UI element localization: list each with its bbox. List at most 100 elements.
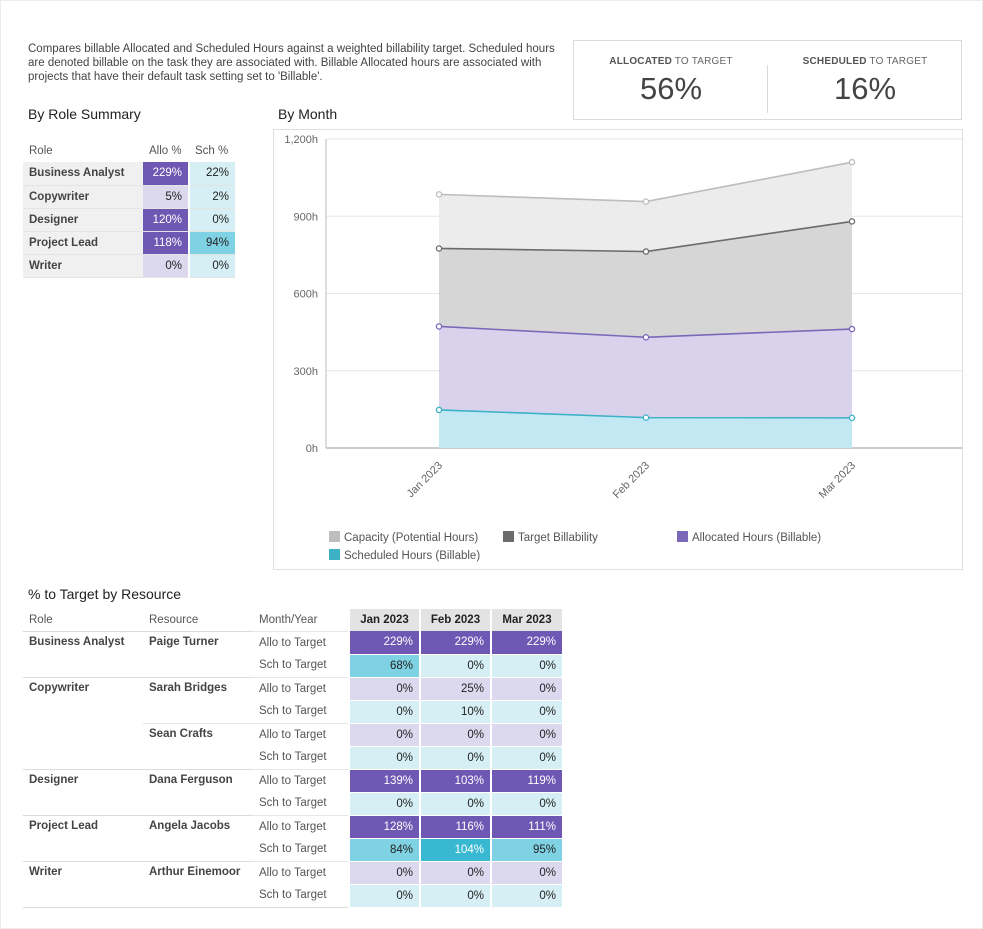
resource-header-role: Role [29, 613, 53, 626]
resource-value-cell: 0% [419, 654, 491, 678]
resource-name [143, 884, 253, 908]
data-point [642, 198, 650, 205]
resource-row: Sch to Target 0% 0% 0% [23, 746, 562, 770]
resource-metric: Sch to Target [259, 797, 327, 810]
resource-name [143, 792, 253, 815]
resource-header-month-year: Month/Year [259, 613, 318, 626]
role-summary-row: Designer 120% 0% [23, 208, 235, 232]
y-tick-label: 300h [294, 366, 318, 378]
resource-row: Copywriter Sarah Bridges Allo to Target 0% 2… [23, 676, 562, 701]
resource-row: Sch to Target 68% 0% 0% [23, 654, 562, 678]
resource-value-cell: 0% [490, 884, 562, 908]
resource-value-cell: 10% [419, 700, 491, 724]
resource-role [23, 746, 143, 769]
resource-value-cell: 0% [348, 700, 420, 724]
role-summary-row: Business Analyst 229% 22% [23, 162, 235, 186]
resource-value-cell: 229% [419, 631, 491, 655]
resource-role [23, 654, 143, 677]
role-summary-role: Copywriter [23, 185, 143, 209]
resource-name [143, 838, 253, 861]
resource-name: Paige Turner [143, 630, 253, 654]
resource-role: Business Analyst [23, 630, 143, 654]
resource-row: Business Analyst Paige Turner Allo to Targ… [23, 630, 562, 655]
resource-role [23, 884, 143, 908]
by-month-chart: 0h 300h 600h 900h 1,200h Jan 2023 Feb 2023 Mar … [273, 129, 963, 570]
resource-value-cell: 84% [348, 838, 420, 862]
resource-value-cell: 0% [419, 861, 491, 885]
data-point [435, 191, 443, 198]
resource-metric: Sch to Target [259, 843, 327, 856]
data-point [435, 406, 443, 414]
role-summary-allo-cell: 118% [143, 231, 189, 255]
role-summary-role: Project Lead [23, 231, 143, 255]
legend-label: Scheduled Hours (Billable) [344, 550, 480, 562]
resource-row: Sch to Target 84% 104% 95% [23, 838, 562, 862]
resource-header-month: Mar 2023 [490, 609, 562, 631]
resource-row: Sch to Target 0% 0% 0% [23, 884, 562, 908]
resource-value-cell: 0% [490, 654, 562, 678]
data-point [848, 218, 856, 225]
y-tick-label: 0h [306, 443, 318, 455]
kpi-scheduled: SCHEDULED TO TARGET 16% [768, 41, 962, 119]
resource-metric: Allo to Target [253, 814, 349, 838]
resource-role [23, 792, 143, 815]
resource-value-cell: 0% [348, 792, 420, 816]
y-tick-label: 1,200h [284, 134, 318, 146]
resource-name: Dana Ferguson [143, 768, 253, 792]
role-summary-sch-cell: 0% [188, 208, 235, 232]
resource-value-cell: 0% [419, 723, 491, 747]
resource-value-cell: 0% [490, 861, 562, 885]
resource-value-cell: 25% [419, 677, 491, 701]
role-summary-allo-cell: 0% [143, 254, 189, 278]
data-point [642, 414, 650, 421]
data-point [435, 323, 443, 330]
role-summary-role: Designer [23, 208, 143, 232]
resource-value-cell: 0% [490, 746, 562, 770]
resource-value-cell: 0% [490, 677, 562, 701]
resource-name: Sean Crafts [143, 722, 253, 746]
resource-value-cell: 0% [348, 884, 420, 908]
x-tick-label: Feb 2023 [611, 460, 652, 501]
role-summary-row: Project Lead 118% 94% [23, 231, 235, 255]
resource-row: Sch to Target 0% 0% 0% [23, 792, 562, 816]
resource-table: Role Resource Month/Year Jan 2023 Feb 20… [23, 609, 562, 908]
resource-value-cell: 229% [348, 631, 420, 655]
resource-value-cell: 119% [490, 769, 562, 793]
resource-row: Sch to Target 0% 10% 0% [23, 700, 562, 724]
report-description: Compares billable Allocated and Schedule… [28, 43, 555, 83]
resource-role [23, 723, 143, 746]
resource-metric: Allo to Target [253, 768, 349, 792]
resource-row: Sean Crafts Allo to Target 0% 0% 0% [23, 722, 562, 747]
resource-header-month: Feb 2023 [419, 609, 491, 631]
resource-name: Angela Jacobs [143, 814, 253, 838]
kpi-scheduled-label-bold: SCHEDULED [802, 56, 867, 67]
resource-name [143, 746, 253, 769]
role-summary-header-sch: Sch % [195, 145, 229, 157]
resource-value-cell: 0% [348, 861, 420, 885]
role-summary-header-role: Role [29, 145, 53, 157]
resource-name: Sarah Bridges [143, 676, 253, 700]
resource-header-month: Jan 2023 [348, 609, 420, 631]
data-point [642, 248, 650, 255]
resource-name: Arthur Einemoor [143, 860, 253, 884]
data-point [848, 325, 856, 333]
kpi-allocated-label-rest: TO TARGET [672, 56, 733, 67]
resource-metric: Allo to Target [253, 860, 349, 884]
data-point [848, 158, 856, 166]
resource-metric: Sch to Target [259, 659, 327, 672]
resource-value-cell: 0% [490, 792, 562, 816]
role-summary-row: Copywriter 5% 2% [23, 185, 235, 209]
role-summary-allo-cell: 229% [143, 162, 189, 186]
legend-swatch [677, 531, 688, 542]
resource-metric: Sch to Target [259, 705, 327, 718]
resource-value-cell: 0% [419, 792, 491, 816]
kpi-scheduled-value: 16% [833, 71, 897, 106]
role-summary-table: Role Allo % Sch % Business Analyst 229% 22… [23, 140, 235, 278]
resource-metric: Sch to Target [253, 884, 349, 908]
resource-value-cell: 116% [419, 815, 491, 839]
by-month-title: By Month [278, 106, 338, 122]
resource-value-cell: 139% [348, 769, 420, 793]
resource-header-resource: Resource [149, 613, 199, 626]
y-tick-label: 600h [294, 289, 318, 301]
